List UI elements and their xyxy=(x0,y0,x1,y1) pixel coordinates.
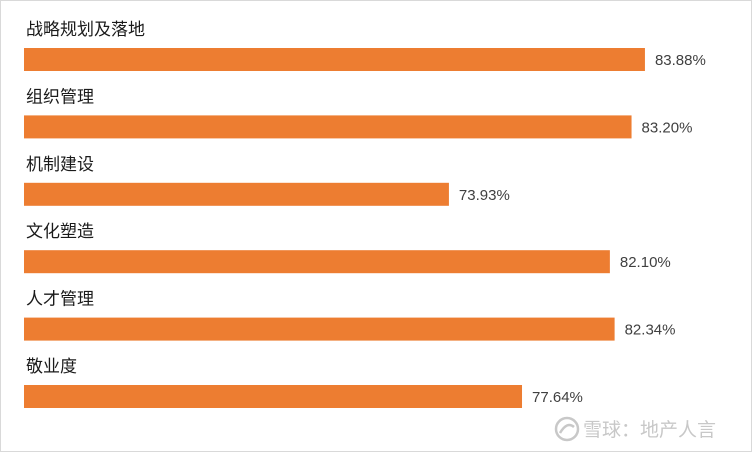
bar xyxy=(24,48,645,71)
data-label: 83.88% xyxy=(655,52,706,69)
category-label: 敬业度 xyxy=(26,357,77,377)
bar xyxy=(24,115,632,139)
category-label: 组织管理 xyxy=(26,87,94,107)
category-label: 文化塑造 xyxy=(26,222,94,242)
data-label: 77.64% xyxy=(532,389,583,406)
category-label: 人才管理 xyxy=(26,290,94,310)
data-label: 82.34% xyxy=(625,322,676,339)
data-label: 82.10% xyxy=(620,254,671,271)
bar xyxy=(24,317,615,341)
bar xyxy=(24,182,449,206)
data-label: 83.20% xyxy=(642,119,693,136)
bar xyxy=(24,250,610,274)
category-label: 机制建设 xyxy=(26,155,94,175)
bar xyxy=(24,385,523,408)
watermark-text: 雪球：地产人言 xyxy=(583,419,716,441)
category-label: 战略规划及落地 xyxy=(26,20,145,40)
snowball-logo-icon xyxy=(554,416,580,442)
data-label: 73.93% xyxy=(459,187,510,204)
